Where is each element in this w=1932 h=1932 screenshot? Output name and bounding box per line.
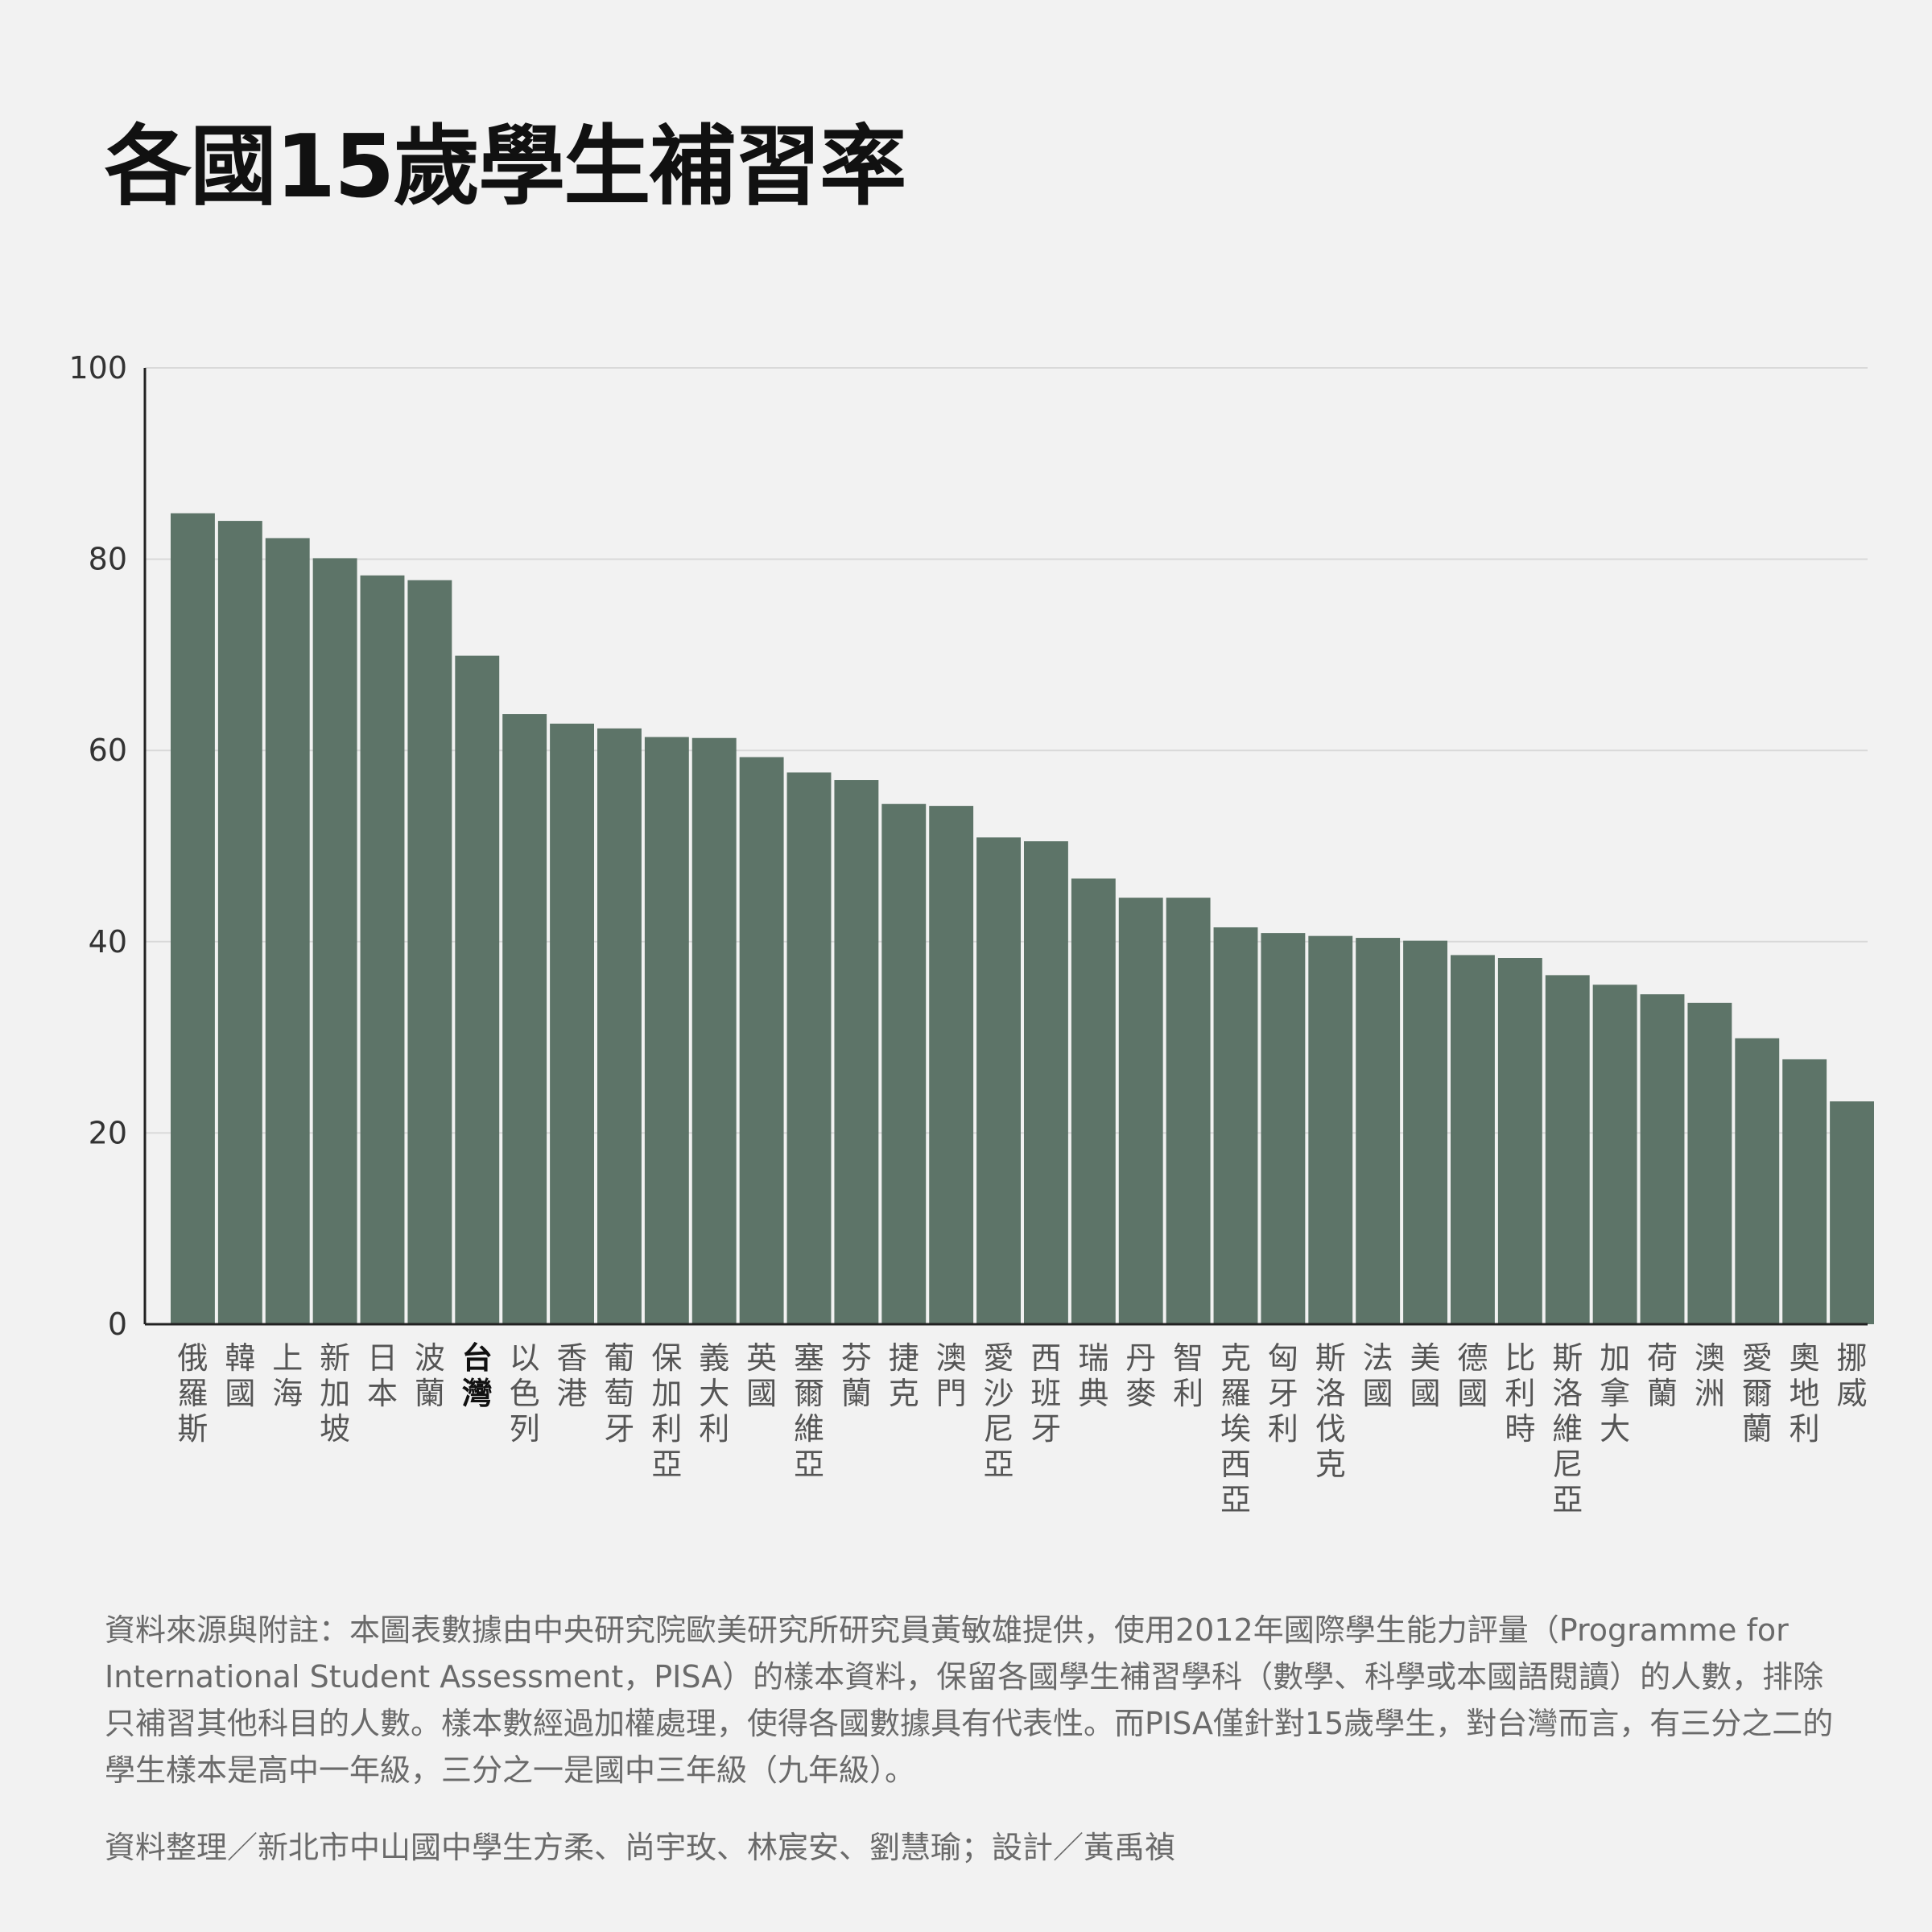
y-tick-label: 100: [68, 350, 127, 386]
bar: [171, 513, 215, 1324]
bar: [929, 806, 974, 1324]
x-tick-label: 澳洲: [1695, 1340, 1725, 1411]
bar: [1356, 938, 1401, 1324]
bar: [1497, 957, 1542, 1324]
x-tick-label: 台灣: [462, 1340, 493, 1411]
y-tick-label: 40: [89, 924, 127, 960]
x-tick-label: 香港: [557, 1340, 588, 1411]
bar: [360, 575, 405, 1324]
bar: [1308, 935, 1353, 1324]
y-tick-label: 80: [89, 542, 127, 577]
x-tick-label: 匈牙利: [1268, 1340, 1298, 1447]
bar: [1830, 1101, 1874, 1324]
bar: [1451, 955, 1495, 1324]
x-tick-label: 德國: [1457, 1340, 1488, 1411]
x-tick-label: 斯洛維尼亞: [1552, 1340, 1583, 1517]
bar: [976, 837, 1021, 1324]
y-axis-ticks: 0 20 40 60 80 100: [68, 350, 127, 1342]
bar: [691, 737, 737, 1324]
y-tick-label: 60: [89, 733, 127, 768]
bar: [1403, 940, 1447, 1324]
bar: [1735, 1038, 1780, 1324]
x-tick-label: 俄羅斯: [177, 1340, 208, 1447]
bar: [1166, 898, 1211, 1324]
x-tick-label: 愛沙尼亞: [984, 1340, 1014, 1482]
y-tick-label: 20: [89, 1115, 127, 1150]
x-tick-label: 澳門: [936, 1340, 967, 1411]
bar: [1261, 933, 1306, 1324]
bar: [1213, 927, 1258, 1324]
bar-chart: 0 20 40 60 80 100 俄羅斯韓國上海新加坡日本波蘭台灣以色列香港葡萄牙保加利…: [68, 350, 1874, 1517]
x-tick-label: 日本: [367, 1340, 398, 1411]
bar: [312, 558, 357, 1324]
x-axis-labels: 俄羅斯韓國上海新加坡日本波蘭台灣以色列香港葡萄牙保加利亞義大利英國塞爾維亞芬蘭捷…: [177, 1340, 1867, 1517]
x-tick-label: 以色列: [510, 1340, 540, 1447]
x-tick-label: 新加坡: [320, 1340, 350, 1447]
bar: [217, 521, 262, 1324]
credits: 資料整理／新北市中山國中學生方柔、尚宇玫、林宸安、劉慧瑜；設計／黃禹禎: [105, 1830, 1176, 1865]
y-tick-label: 0: [108, 1307, 127, 1342]
x-tick-label: 塞爾維亞: [794, 1340, 824, 1482]
x-tick-label: 斯洛伐克: [1315, 1340, 1346, 1482]
bar: [265, 538, 310, 1324]
bar: [1071, 878, 1116, 1324]
x-tick-label: 智利: [1173, 1340, 1203, 1411]
x-tick-label: 西班牙: [1030, 1340, 1061, 1447]
x-tick-label: 比利時: [1505, 1340, 1535, 1447]
x-tick-label: 愛爾蘭: [1742, 1340, 1773, 1447]
x-tick-label: 美國: [1410, 1340, 1441, 1411]
bar: [1592, 985, 1637, 1324]
x-tick-label: 芬蘭: [841, 1340, 872, 1411]
x-tick-label: 保加利亞: [651, 1340, 682, 1482]
x-tick-label: 波蘭: [415, 1340, 445, 1411]
bars: [171, 513, 1874, 1324]
bar: [597, 728, 642, 1324]
bar: [881, 803, 927, 1324]
chart-title: 各國15歲學生補習率: [105, 117, 906, 217]
x-tick-label: 克羅埃西亞: [1220, 1340, 1251, 1517]
x-tick-label: 加拿大: [1600, 1340, 1630, 1447]
axes: [143, 368, 1868, 1326]
bar: [1640, 994, 1685, 1324]
bar: [502, 714, 547, 1324]
x-tick-label: 法國: [1363, 1340, 1393, 1411]
bar: [739, 757, 784, 1324]
bar: [786, 772, 832, 1324]
bar: [1545, 975, 1590, 1324]
x-tick-label: 奧地利: [1790, 1340, 1820, 1447]
bar: [407, 580, 452, 1324]
bar: [1782, 1059, 1827, 1324]
x-tick-label: 義大利: [699, 1340, 729, 1447]
bar: [455, 655, 500, 1324]
x-tick-label: 英國: [746, 1340, 777, 1411]
bar: [1118, 898, 1163, 1324]
x-tick-label: 葡萄牙: [604, 1340, 634, 1447]
x-tick-label: 挪威: [1837, 1340, 1868, 1411]
x-tick-label: 丹麥: [1125, 1340, 1156, 1411]
bar: [834, 780, 879, 1324]
x-tick-label: 瑞典: [1078, 1340, 1108, 1411]
bar: [550, 723, 594, 1324]
bar: [1687, 1002, 1732, 1324]
x-tick-label: 捷克: [889, 1340, 919, 1411]
x-tick-label: 上海: [272, 1340, 303, 1411]
x-tick-label: 荷蘭: [1647, 1340, 1678, 1411]
source-notes: 資料來源與附註：本圖表數據由中央研究院歐美研究所研究員黃敏雄提供，使用2012年…: [105, 1612, 1834, 1788]
x-tick-label: 韓國: [225, 1340, 255, 1411]
bar: [1024, 841, 1068, 1324]
bar: [644, 737, 689, 1324]
